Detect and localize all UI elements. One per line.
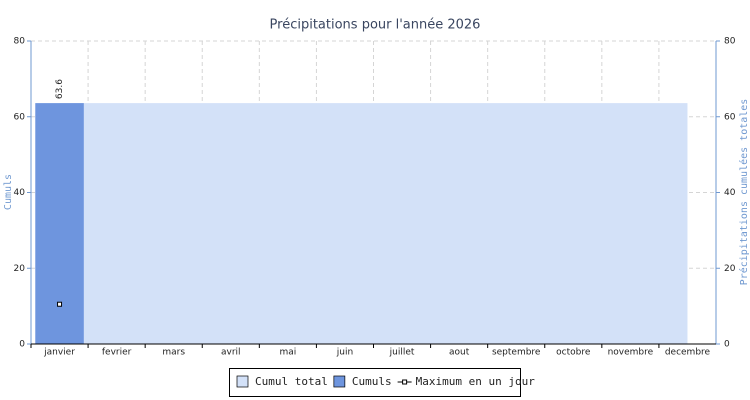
- x-tick-label: novembre: [608, 348, 654, 358]
- y-tick-label: 80: [14, 37, 26, 47]
- x-tick-label: juillet: [389, 348, 415, 358]
- y2-tick-label: 20: [724, 264, 736, 274]
- x-tick-label: mai: [279, 348, 296, 358]
- y2-axis-title: Précipitations cumulées totales: [738, 99, 750, 286]
- legend-swatch: [333, 375, 346, 388]
- x-tick-label: septembre: [492, 348, 541, 358]
- legend-swatch: [236, 375, 249, 388]
- x-tick-label: juin: [336, 348, 353, 358]
- area: [59, 103, 688, 345]
- y-tick-label: 40: [14, 188, 26, 198]
- x-tick-label: janvier: [43, 348, 75, 358]
- y-tick-label: 0: [19, 340, 25, 350]
- value-label: 63.6: [55, 79, 65, 99]
- y-tick-label: 20: [14, 264, 26, 274]
- y2-tick-label: 60: [724, 112, 736, 122]
- legend-box: [229, 368, 521, 397]
- y2-tick-label: 80: [724, 37, 736, 47]
- legend-label: Maximum en un jour: [416, 375, 536, 388]
- x-tick-label: avril: [221, 348, 241, 358]
- x-tick-label: fevrier: [102, 348, 132, 358]
- chart-title: Précipitations pour l'année 2026: [270, 18, 481, 33]
- y-axis-title: Cumuls: [3, 174, 14, 210]
- y2-tick-label: 40: [724, 188, 736, 198]
- point: [57, 301, 63, 307]
- x-tick-label: mars: [162, 348, 185, 358]
- legend-label: Cumul total: [255, 375, 328, 388]
- x-tick-label: aout: [449, 348, 470, 358]
- bar: [35, 103, 84, 345]
- legend-swatch: [402, 379, 408, 385]
- x-tick-label: decembre: [665, 348, 711, 358]
- x-tick-label: octobre: [556, 348, 591, 358]
- legend-label: Cumuls: [352, 375, 392, 388]
- y2-tick-label: 0: [724, 340, 730, 350]
- y-tick-label: 60: [14, 112, 26, 122]
